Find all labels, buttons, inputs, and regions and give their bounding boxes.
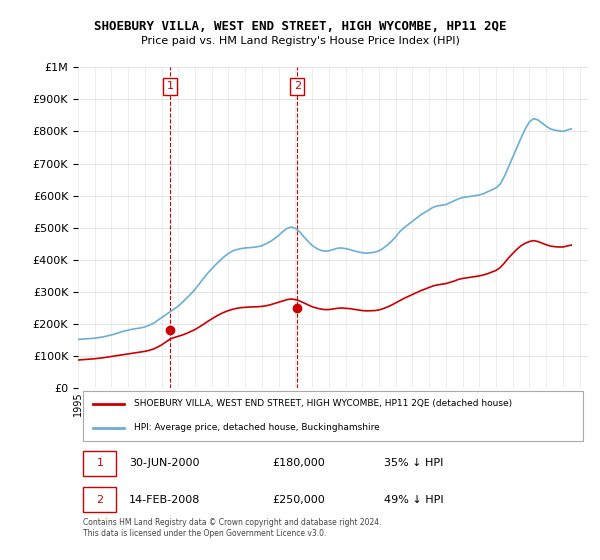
FancyBboxPatch shape xyxy=(83,391,583,441)
Text: 49% ↓ HPI: 49% ↓ HPI xyxy=(384,495,443,505)
Text: HPI: Average price, detached house, Buckinghamshire: HPI: Average price, detached house, Buck… xyxy=(134,423,380,432)
Text: £250,000: £250,000 xyxy=(272,495,325,505)
Text: 30-JUN-2000: 30-JUN-2000 xyxy=(129,458,199,468)
FancyBboxPatch shape xyxy=(83,487,116,512)
Text: SHOEBURY VILLA, WEST END STREET, HIGH WYCOMBE, HP11 2QE (detached house): SHOEBURY VILLA, WEST END STREET, HIGH WY… xyxy=(134,399,512,408)
Text: Contains HM Land Registry data © Crown copyright and database right 2024.
This d: Contains HM Land Registry data © Crown c… xyxy=(83,519,382,538)
Text: Price paid vs. HM Land Registry's House Price Index (HPI): Price paid vs. HM Land Registry's House … xyxy=(140,36,460,46)
Text: 2: 2 xyxy=(97,495,103,505)
Text: £180,000: £180,000 xyxy=(272,458,325,468)
Text: 14-FEB-2008: 14-FEB-2008 xyxy=(129,495,200,505)
Text: 1: 1 xyxy=(166,81,173,91)
FancyBboxPatch shape xyxy=(83,451,116,475)
Text: 35% ↓ HPI: 35% ↓ HPI xyxy=(384,458,443,468)
Text: SHOEBURY VILLA, WEST END STREET, HIGH WYCOMBE, HP11 2QE: SHOEBURY VILLA, WEST END STREET, HIGH WY… xyxy=(94,20,506,32)
Text: 1: 1 xyxy=(97,458,103,468)
Text: 2: 2 xyxy=(294,81,301,91)
